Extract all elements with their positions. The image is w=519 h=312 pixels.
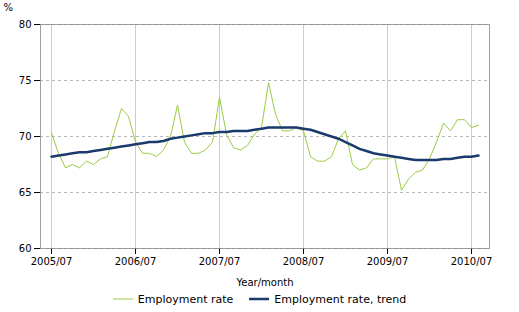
svg-text:2009/07: 2009/07	[367, 256, 409, 267]
svg-text:Year/month: Year/month	[236, 277, 294, 288]
svg-text:60: 60	[19, 243, 32, 254]
svg-text:2006/07: 2006/07	[115, 256, 157, 267]
svg-text:65: 65	[19, 187, 32, 198]
svg-text:2008/07: 2008/07	[283, 256, 325, 267]
svg-text:70: 70	[19, 131, 32, 142]
svg-text:2010/07: 2010/07	[451, 256, 493, 267]
svg-text:%: %	[4, 2, 14, 13]
svg-text:80: 80	[19, 19, 32, 30]
html-text:Employment rate: Employment rate	[137, 292, 234, 306]
html-text:Employment rate, trend: Employment rate, trend	[274, 292, 407, 306]
svg-text:2007/07: 2007/07	[199, 256, 241, 267]
svg-text:75: 75	[19, 75, 32, 86]
svg-text:2005/07: 2005/07	[31, 256, 73, 267]
